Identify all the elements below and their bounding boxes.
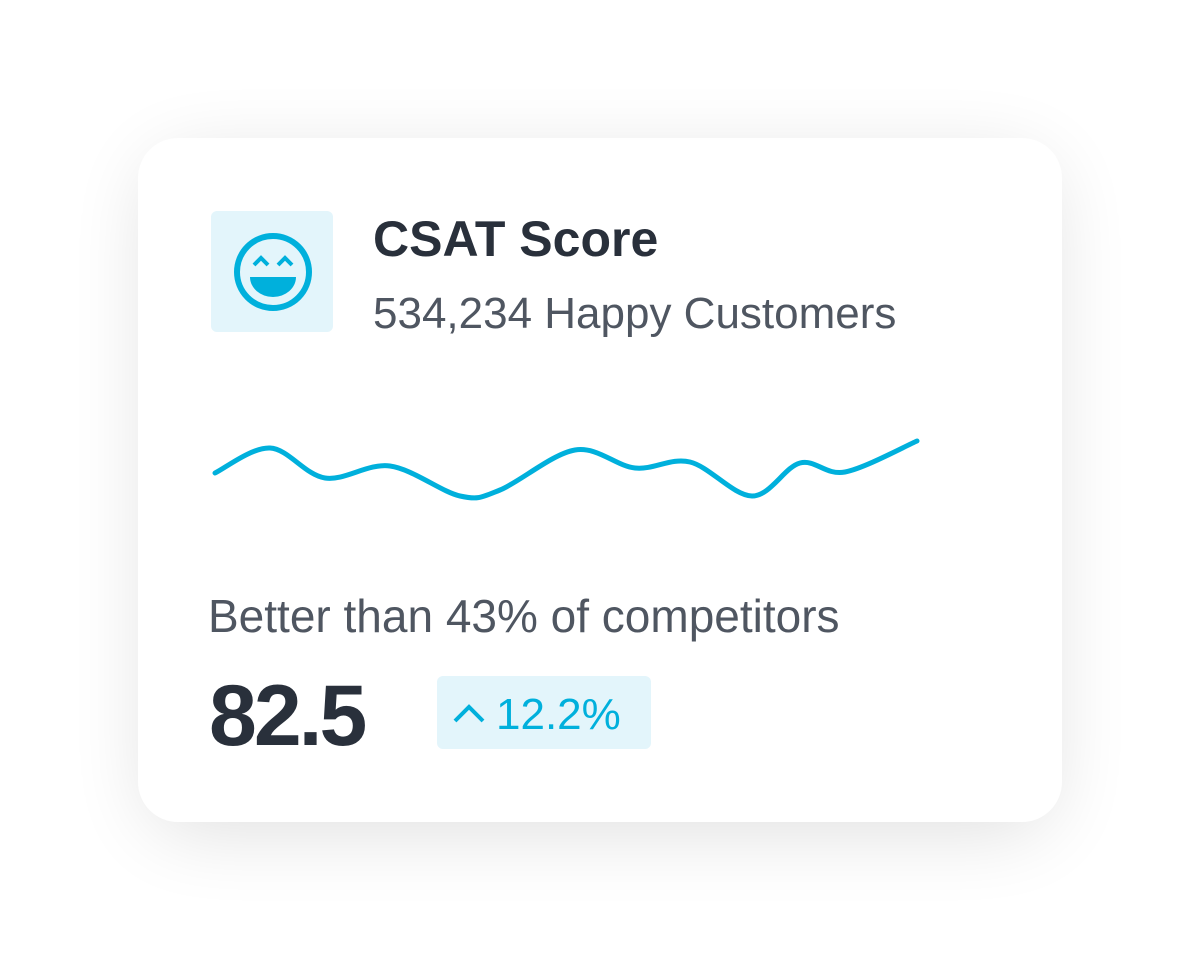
change-badge xyxy=(437,676,651,749)
card xyxy=(138,138,1062,822)
change-value: 12.2% xyxy=(496,690,621,739)
up-arrow xyxy=(453,704,485,723)
sparkline xyxy=(212,438,920,501)
smiley-mouth xyxy=(250,277,296,297)
comparison-text: Better than 43% of competitors xyxy=(208,590,840,642)
score: 82.5 xyxy=(209,668,366,764)
smiley-eyes xyxy=(252,255,294,267)
icon-box xyxy=(211,211,333,332)
title: CSAT Score xyxy=(373,211,658,267)
smiley-face xyxy=(234,233,312,311)
subtitle: 534,234 Happy Customers xyxy=(373,289,896,338)
sparkline-path xyxy=(212,438,920,501)
